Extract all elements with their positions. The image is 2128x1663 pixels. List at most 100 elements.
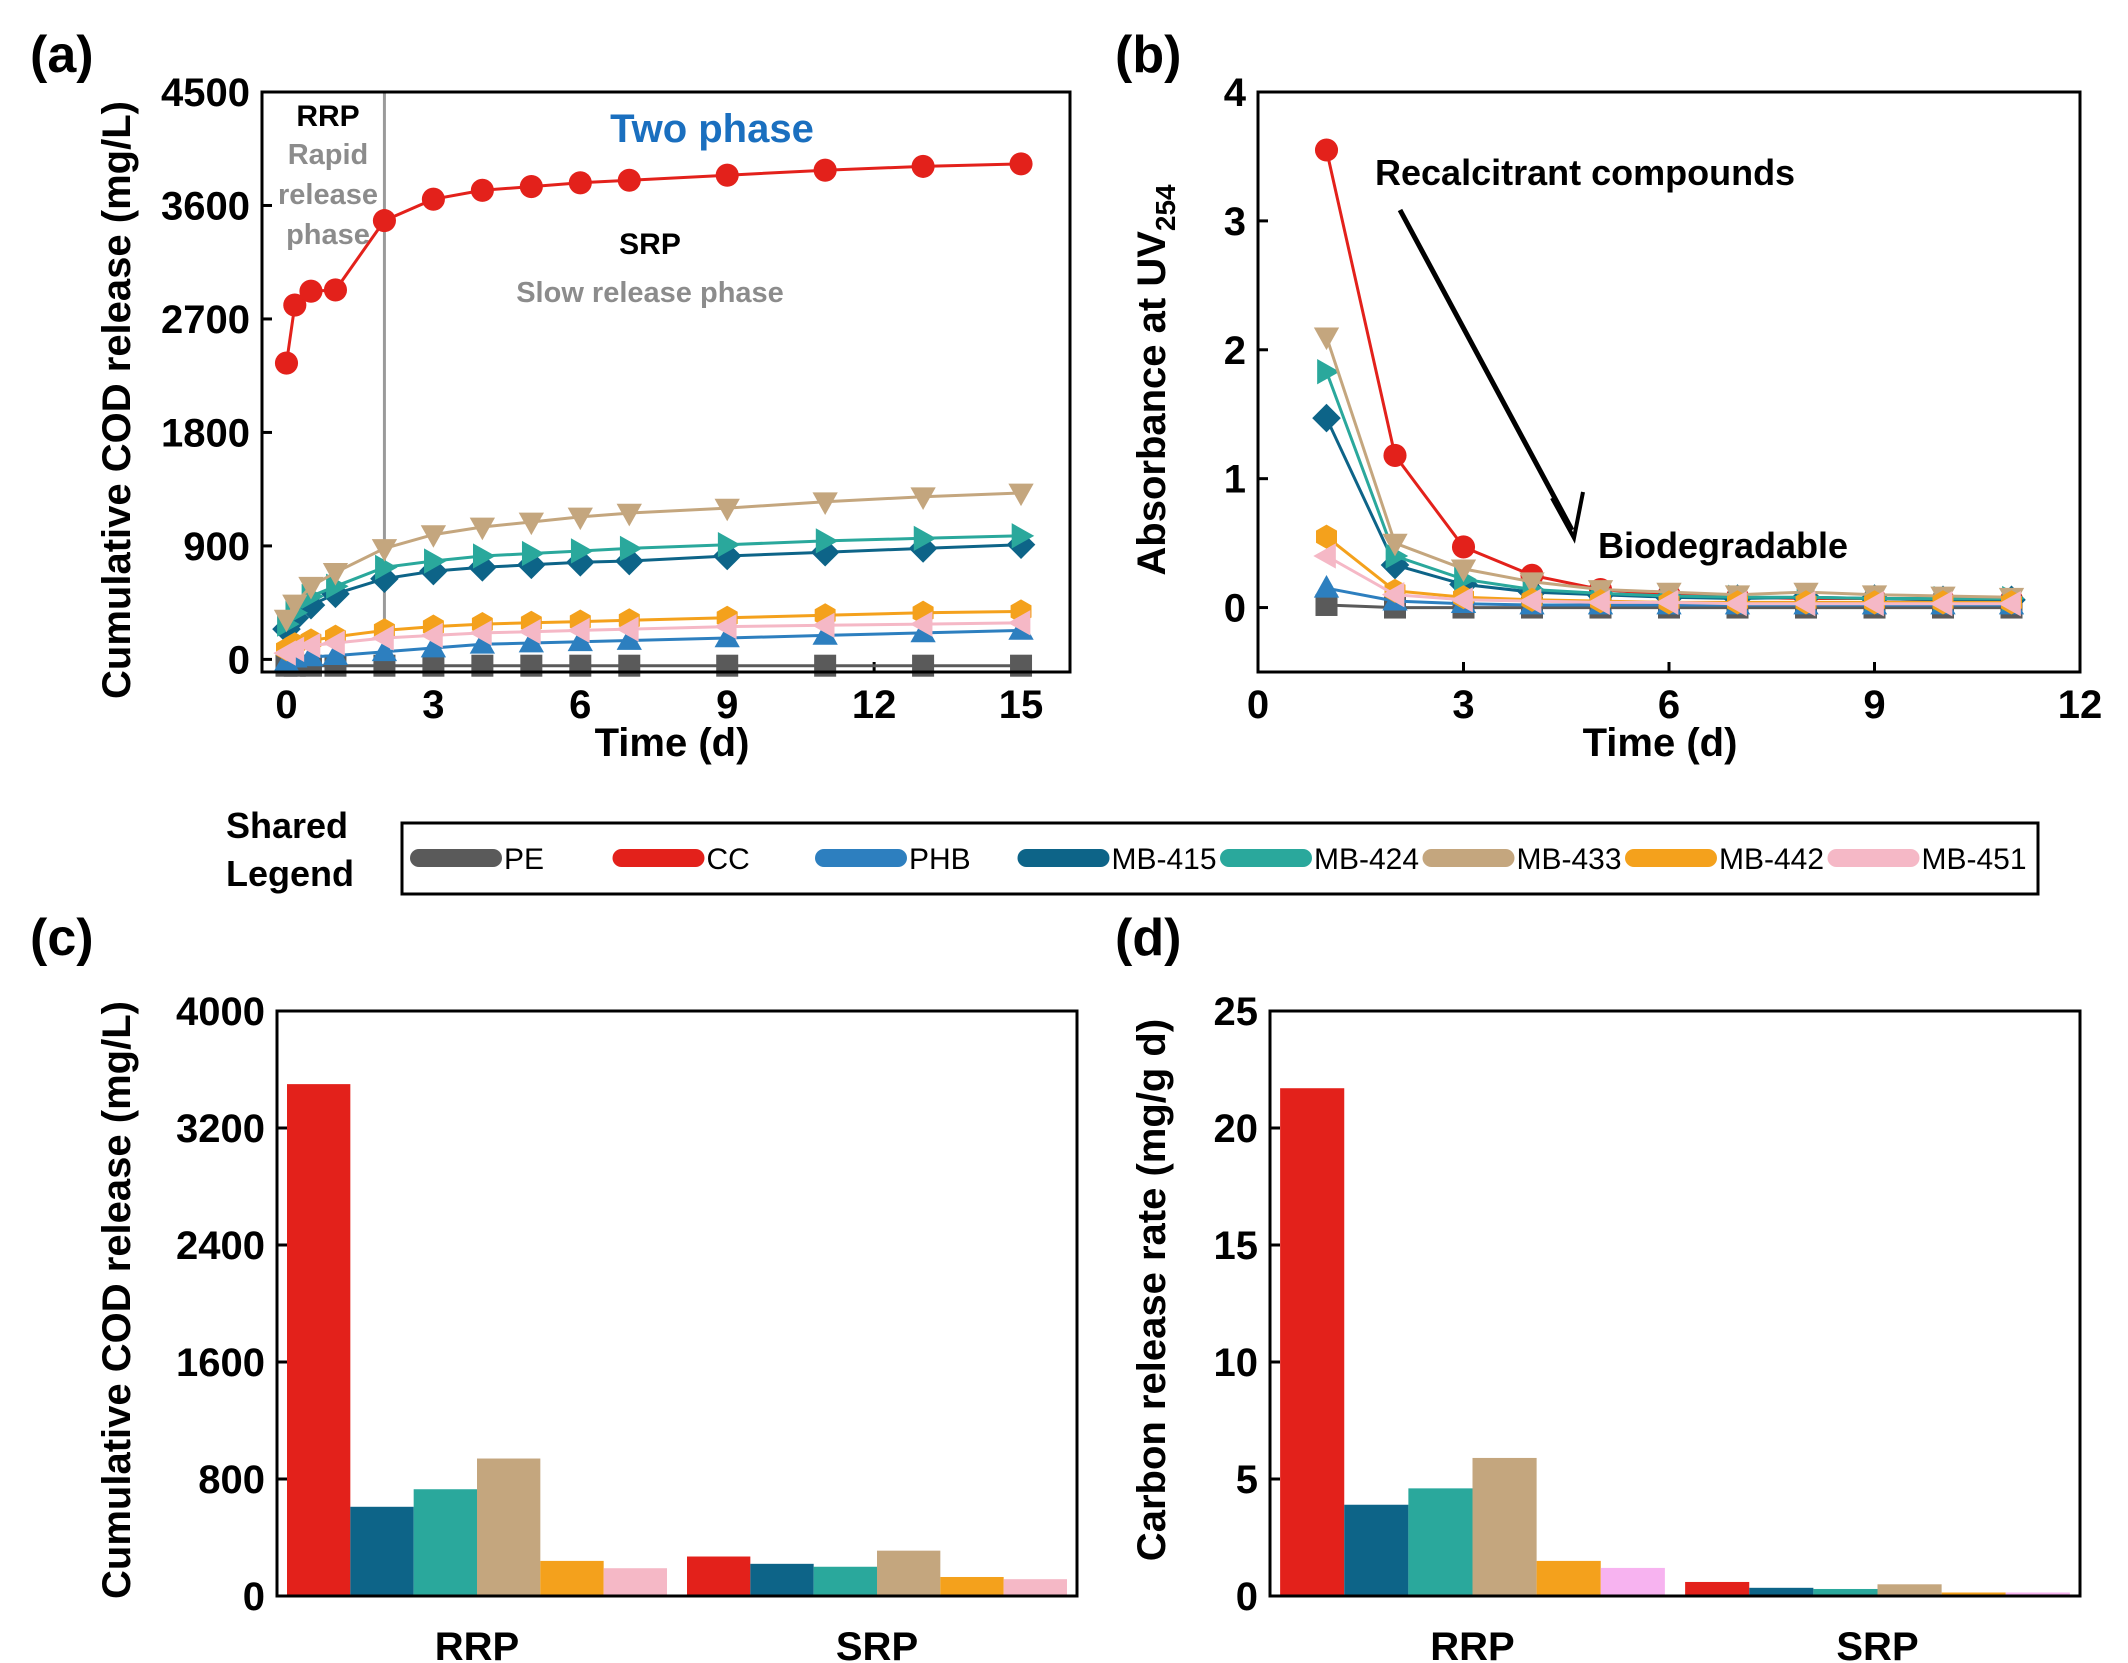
- chart-a-point-mb-424: [473, 543, 496, 569]
- chart-c-bar-mb-442-rrp: [540, 1560, 604, 1596]
- chart-a-point-mb-451: [714, 613, 737, 640]
- chart-b-y-tick-label: 2: [1224, 329, 1246, 373]
- chart-b-point-cc: [1383, 443, 1407, 468]
- chart-a-ylabel: Cumulative COD release (mg/L): [95, 101, 139, 699]
- chart-b-point-mb-451: [1450, 587, 1473, 613]
- chart-d-bar-mb-415-srp: [1749, 1587, 1814, 1596]
- chart-c-ylabel: Cumulative COD release (mg/L): [95, 1001, 139, 1599]
- chart-a-series-line-mb-442: [285, 610, 1022, 651]
- chart-a-point-mb-451: [518, 619, 541, 645]
- chart-a-point-mb-424: [326, 573, 349, 599]
- legend-label-mb-451: MB-451: [1922, 843, 2027, 876]
- legend-label-mb-433: MB-433: [1517, 843, 1622, 876]
- chart-c-bar-mb-433-srp: [877, 1550, 941, 1596]
- chart-b-x-tick-label: 0: [1247, 683, 1269, 727]
- chart-d-frame: [1268, 1009, 2082, 1598]
- chart-a-y-tick-label: 900: [183, 525, 250, 569]
- chart-a-y-tick-label: 3600: [161, 184, 250, 228]
- chart-a-point-mb-415: [370, 564, 399, 593]
- chart-b-point-mb-415: [1380, 550, 1410, 580]
- legend-swatch-mb-451: [1827, 849, 1920, 867]
- chart-c-frame: [275, 1009, 1079, 1598]
- legend-label-pe: PE: [504, 843, 544, 876]
- chart-b-frame: [1256, 90, 2082, 674]
- annotation-rrp-line3: phase: [286, 219, 370, 251]
- chart-a-point-mb-433: [714, 498, 740, 522]
- chart-a-point-mb-433: [616, 503, 642, 527]
- chart-a-point-cc: [372, 209, 396, 233]
- chart-b-y-tick-label: 1: [1224, 458, 1246, 502]
- chart-a-point-cc: [715, 163, 739, 187]
- chart-a-point-mb-424: [570, 538, 594, 564]
- chart-b-xlabel: Time (d): [1583, 721, 1738, 765]
- chart-c-bar-mb-415-rrp: [350, 1506, 414, 1596]
- chart-b-ylabel-main: Absorbance at UV: [1130, 231, 1174, 576]
- chart-a-point-phb: [298, 643, 324, 667]
- chart-a-point-mb-424: [913, 525, 937, 551]
- chart-d-bar-mb-415-rrp: [1344, 1504, 1409, 1596]
- chart-a-y-tick-label: 0: [228, 638, 250, 682]
- chart-a-point-mb-424: [375, 554, 398, 580]
- annotation-srp-sub: Slow release phase: [516, 277, 784, 309]
- chart-c-bar-mb-415-srp: [750, 1563, 814, 1596]
- chart-a-x-tick-label: 0: [275, 683, 297, 727]
- chart-a-point-mb-433: [567, 507, 593, 531]
- legend-swatch-mb-424: [1220, 849, 1312, 867]
- chart-a-point-mb-451: [469, 620, 492, 646]
- chart-b-point-mb-433: [1382, 533, 1408, 557]
- legend-label-mb-415: MB-415: [1112, 843, 1217, 876]
- chart-a-point-mb-451: [616, 616, 639, 642]
- chart-b-y-tick-label: 3: [1224, 200, 1246, 244]
- chart-d-y-tick-label: 5: [1236, 1458, 1258, 1502]
- chart-b-x-tick-label: 9: [1863, 683, 1885, 727]
- chart-a-point-phb: [616, 627, 642, 650]
- chart-a-point-phb: [812, 622, 838, 645]
- chart-b-ylabel-sub: 254: [1150, 184, 1181, 231]
- chart-c-bar-mb-451-rrp: [603, 1568, 667, 1596]
- chart-a-x-tick-label: 9: [716, 683, 738, 727]
- chart-b-point-cc: [1314, 138, 1339, 162]
- chart-d-bar-mb-433-srp: [1877, 1584, 1942, 1596]
- chart-a-point-mb-451: [909, 611, 933, 637]
- chart-a-point-cc: [470, 178, 494, 202]
- chart-b-y-tick-label: 0: [1224, 587, 1246, 631]
- chart-a-x-tick-label: 3: [422, 683, 444, 727]
- legend-label-mb-442: MB-442: [1719, 843, 1824, 876]
- chart-a-point-mb-451: [371, 625, 394, 651]
- chart-b-x-tick-label: 12: [2058, 683, 2103, 727]
- annotation-two-phase: Two phase: [610, 107, 814, 151]
- chart-b-point-cc: [1451, 535, 1476, 559]
- chart-b-point-mb-433: [1313, 327, 1340, 351]
- chart-c-bar-mb-424-rrp: [413, 1489, 477, 1596]
- chart-a-point-mb-451: [322, 630, 345, 656]
- chart-a-point-cc: [323, 278, 348, 302]
- chart-c-y-tick-label: 2400: [176, 1224, 265, 1268]
- chart-a-series-line-cc: [285, 162, 1022, 364]
- chart-b-x-tick-label: 6: [1658, 683, 1680, 727]
- chart-a-point-mb-451: [420, 622, 443, 649]
- chart-a-point-cc: [911, 154, 935, 178]
- annotation-srp: SRP: [619, 228, 681, 261]
- chart-a-xlabel: Time (d): [595, 721, 750, 765]
- annotation-recalcitrant: Recalcitrant compounds: [1375, 152, 1795, 193]
- chart-a-point-mb-424: [619, 535, 643, 562]
- chart-a-point-mb-433: [518, 512, 544, 536]
- chart-a-point-mb-451: [297, 632, 321, 659]
- chart-b-point-mb-451: [1313, 543, 1336, 569]
- chart-c-y-tick-label: 1600: [176, 1341, 265, 1385]
- chart-d-y-tick-label: 25: [1214, 990, 1259, 1034]
- chart-b-point-mb-442: [1316, 524, 1337, 549]
- chart-d-bar-mb-424-rrp: [1408, 1488, 1473, 1596]
- chart-c-bar-mb-442-srp: [940, 1576, 1004, 1596]
- chart-a-point-mb-424: [521, 540, 545, 567]
- chart-a: 0 3 6 9 12 15 0 900 1800 2700 3600 4500: [161, 71, 1072, 727]
- chart-a-y-tick-label: 1800: [161, 411, 250, 455]
- chart-a-point-mb-451: [1007, 610, 1031, 636]
- shared-legend: PE CC PHB MB-415 MB-424 MB-433 MB-442 MB-451: [400, 821, 2040, 896]
- chart-a-point-mb-433: [812, 492, 838, 515]
- chart-a-point-mb-451: [567, 617, 590, 644]
- chart-d-ylabel: Carbon release rate (mg/g d): [1130, 1019, 1174, 1561]
- arrow-head: [1550, 491, 1585, 544]
- chart-d: 0 5 10 15 20 25 RRP SRP: [1214, 990, 2082, 1663]
- chart-b-point-mb-433: [1519, 572, 1545, 595]
